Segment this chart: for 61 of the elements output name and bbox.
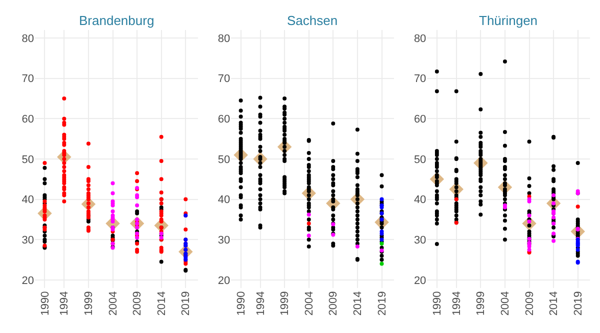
x-tick-label: 2014 [548,291,560,316]
y-tick-label: 50 [218,154,230,166]
y-tick-label: 80 [414,32,426,45]
point [306,222,311,226]
point [306,212,311,217]
x-tick-label: 2009 [524,291,536,316]
x-tick-label: 1999 [475,291,488,316]
point [42,181,47,186]
point [380,262,384,266]
y-tick-label: 60 [414,114,426,126]
chart-title: Thüringen [479,13,538,28]
y-tick-label: 70 [22,73,34,86]
x-tick-label: 2019 [572,291,584,316]
x-tick-label: 2019 [180,291,192,316]
x-tick-label: 2014 [156,291,168,316]
y-tick-label: 70 [218,73,230,86]
y-tick-label: 50 [414,154,426,166]
point [110,209,115,214]
point [576,204,580,209]
x-tick-label: 1994 [450,291,463,316]
point [42,234,47,238]
y-tick-label: 70 [414,73,426,86]
y-tick-label: 60 [218,114,230,126]
x-tick-label: 1994 [254,291,267,316]
y-tick-label: 80 [22,32,34,45]
y-tick-label: 30 [218,234,230,246]
x-tick-label: 2019 [376,291,388,316]
point [159,260,164,264]
x-tick-label: 1994 [58,291,71,316]
x-tick-label: 2004 [303,291,316,316]
x-tick-label: 2009 [132,291,144,316]
x-tick-label: 2004 [107,291,120,316]
point [42,166,47,170]
point [110,181,115,186]
y-tick-label: 50 [22,154,34,166]
point [306,234,311,238]
x-tick-label: 1999 [83,291,96,316]
chart-title: Brandenburg [79,13,154,28]
y-tick-label: 60 [22,114,34,126]
chart-title: Sachsen [287,13,338,28]
y-tick-label: 20 [22,274,34,287]
point [110,191,115,196]
y-tick-label: 40 [414,194,426,206]
point [552,238,556,243]
y-tick-label: 80 [218,32,230,45]
x-tick-label: 2009 [328,291,340,316]
x-tick-label: 2014 [352,291,364,316]
y-tick-label: 40 [22,194,34,206]
x-tick-label: 1990 [235,291,248,316]
point [135,203,140,208]
x-tick-label: 2004 [500,291,512,316]
x-tick-label: 1990 [39,291,52,316]
y-tick-label: 20 [218,274,230,287]
point [42,177,47,182]
y-tick-label: 30 [414,234,426,246]
point [355,244,360,248]
x-tick-label: 1999 [279,291,292,316]
y-tick-label: 30 [22,234,34,246]
x-tick-label: 1990 [431,291,444,316]
y-tick-label: 20 [414,274,426,287]
y-tick-label: 40 [218,194,230,206]
